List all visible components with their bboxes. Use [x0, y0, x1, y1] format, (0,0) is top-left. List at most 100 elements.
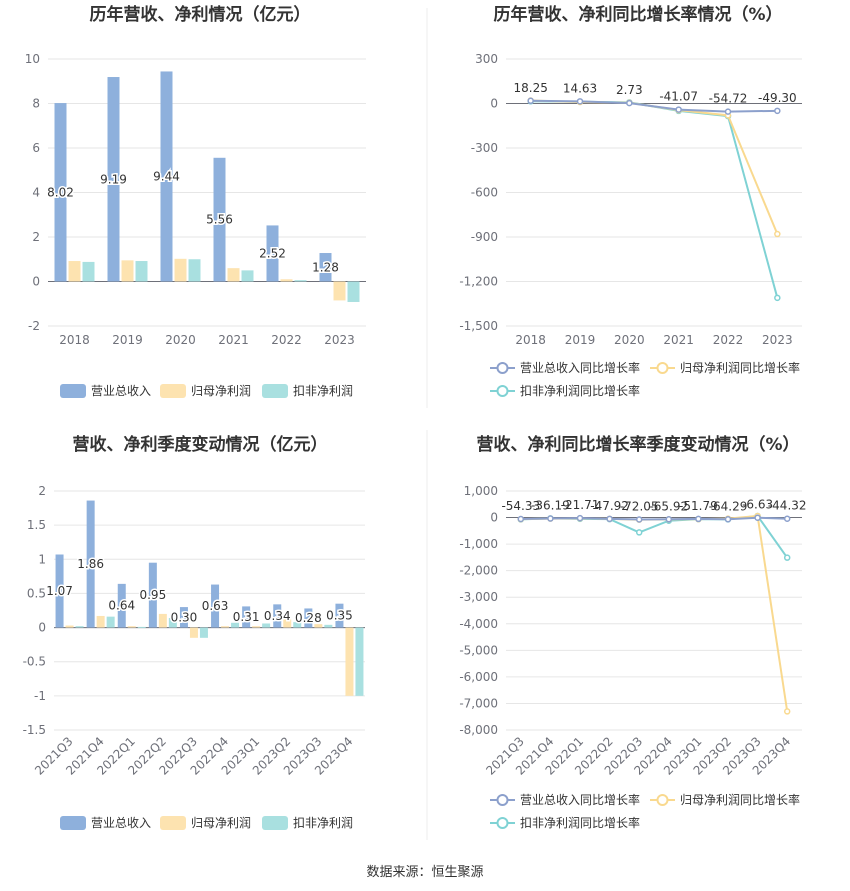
- bar-revenue: [266, 225, 279, 282]
- bar-revenue: [211, 584, 220, 628]
- legend-swatch: [160, 384, 186, 398]
- data-label: -51.79: [679, 499, 718, 513]
- bar-parent-net-profit: [280, 279, 293, 282]
- data-label: 0.64: [108, 599, 135, 613]
- data-point: [783, 708, 791, 715]
- data-label: 1.28: [312, 260, 339, 274]
- bar-parent-net-profit: [221, 626, 230, 628]
- data-label: 2.52: [259, 246, 286, 260]
- y-tick-label: -1,500: [459, 319, 498, 333]
- bar-revenue: [107, 77, 120, 282]
- data-point: [576, 514, 584, 522]
- bar-revenue: [304, 608, 313, 628]
- y-tick-label: 0: [32, 275, 40, 289]
- data-point: [675, 106, 682, 113]
- bar-revenue: [54, 103, 67, 282]
- legend-swatch-marker: [496, 362, 509, 374]
- data-label: -54.33: [501, 499, 540, 513]
- bar-deducted-net-profit: [262, 623, 271, 628]
- bar-deducted-net-profit: [231, 622, 240, 628]
- bar-parent-net-profit: [121, 260, 134, 282]
- bar-deducted-net-profit: [293, 622, 302, 628]
- legend-item[interactable]: 营业总收入同比增长率: [490, 360, 640, 375]
- data-label: -44.32: [768, 499, 807, 513]
- x-tick-label: 2018: [59, 333, 90, 347]
- data-label: 5.56: [206, 213, 233, 227]
- bar-parent-net-profit: [333, 281, 346, 301]
- y-tick-label: -8,000: [459, 723, 498, 737]
- data-label: 0.95: [139, 588, 166, 602]
- series-line-parent-net-growth: [530, 99, 779, 235]
- data-label: 8.02: [47, 185, 74, 199]
- bar-deducted-net-profit: [135, 261, 148, 282]
- legend-item[interactable]: 归母净利润同比增长率: [650, 792, 800, 807]
- x-tick-label: 2018: [515, 333, 546, 347]
- data-label: -41.07: [659, 90, 698, 104]
- y-tick-label: 0: [38, 621, 46, 635]
- bar-parent-net-profit: [189, 627, 198, 638]
- legend-swatch-marker: [496, 385, 509, 397]
- legend-label: 营业总收入同比增长率: [520, 360, 640, 375]
- bar-revenue: [148, 562, 157, 628]
- y-tick-label: 1: [38, 552, 46, 566]
- data-label: -36.19: [531, 499, 570, 513]
- y-tick-label: -7,000: [459, 696, 498, 710]
- legend-label: 扣非净利润同比增长率: [520, 383, 640, 398]
- series-line-parent-net-growth: [520, 514, 789, 712]
- bar-revenue: [242, 606, 251, 628]
- data-label: 9.44: [153, 169, 180, 183]
- legend-item[interactable]: 营业总收入同比增长率: [490, 792, 640, 807]
- legend-item[interactable]: 扣非净利润同比增长率: [490, 815, 640, 830]
- bar-deducted-net-profit: [294, 280, 307, 282]
- data-point: [724, 516, 732, 523]
- data-label: 14.63: [563, 81, 597, 95]
- annual-revenue-profit-chart: 历年营收、净利情况（亿元） -2 0 2 4 6 8 10 2018 2019 2020 2021 2…: [25, 4, 366, 398]
- series-line-deducted-net-growth: [530, 100, 779, 299]
- bar-revenue: [273, 604, 282, 628]
- y-tick-label: 1.5: [27, 518, 46, 532]
- legend-swatch: [262, 816, 288, 830]
- data-point: [783, 515, 791, 522]
- data-point: [774, 230, 781, 238]
- legend-label: 扣非净利润: [293, 384, 353, 398]
- legend-swatch: [160, 816, 186, 830]
- legend-label: 归母净利润: [191, 816, 251, 830]
- y-tick-label: -1: [34, 689, 46, 703]
- bar-deducted-net-profit: [106, 616, 115, 628]
- data-label: 0.28: [295, 611, 322, 625]
- legend-item[interactable]: 营业总收入: [60, 816, 151, 830]
- y-tick-label: -2: [28, 319, 40, 333]
- legend-item[interactable]: 营业总收入: [60, 384, 151, 398]
- x-tick-label: 2023: [324, 333, 355, 347]
- x-tick-label: 2019: [112, 333, 143, 347]
- legend-item[interactable]: 扣非净利润: [262, 384, 353, 398]
- legend-item[interactable]: 扣非净利润同比增长率: [490, 383, 640, 398]
- y-tick-label: 2: [32, 230, 40, 244]
- legend-label: 营业总收入同比增长率: [520, 792, 640, 807]
- legend-item[interactable]: 扣非净利润: [262, 816, 353, 830]
- x-tick-label: 2021: [663, 333, 694, 347]
- legend-swatch: [60, 816, 86, 830]
- data-point: [527, 97, 534, 105]
- data-label: 1.86: [77, 557, 104, 571]
- quarterly-revenue-profit-chart: 营收、净利季度变动情况（亿元） -1.5-1-0.500.511.522021Q…: [23, 434, 365, 830]
- legend-swatch: [60, 384, 86, 398]
- data-label: -72.05: [620, 499, 659, 513]
- legend-label: 归母净利润同比增长率: [680, 792, 800, 807]
- data-point: [517, 515, 525, 523]
- legend-item[interactable]: 归母净利润同比增长率: [650, 360, 800, 375]
- legend-item[interactable]: 归母净利润: [160, 384, 251, 398]
- bar-parent-net-profit: [65, 625, 74, 628]
- legend-label: 扣非净利润同比增长率: [520, 815, 640, 830]
- bar-parent-net-profit: [174, 258, 187, 282]
- series-line-revenue-growth: [530, 99, 778, 113]
- x-tick-label: 2022: [713, 333, 744, 347]
- data-label: 18.25: [513, 81, 547, 95]
- data-label: 0.35: [326, 609, 353, 623]
- legend-item[interactable]: 归母净利润: [160, 816, 251, 830]
- data-point: [783, 554, 791, 561]
- bar-revenue: [86, 500, 95, 628]
- bar-deducted-net-profit: [75, 626, 84, 628]
- bar-deducted-net-profit: [188, 259, 201, 282]
- y-tick-label: 2: [38, 484, 46, 498]
